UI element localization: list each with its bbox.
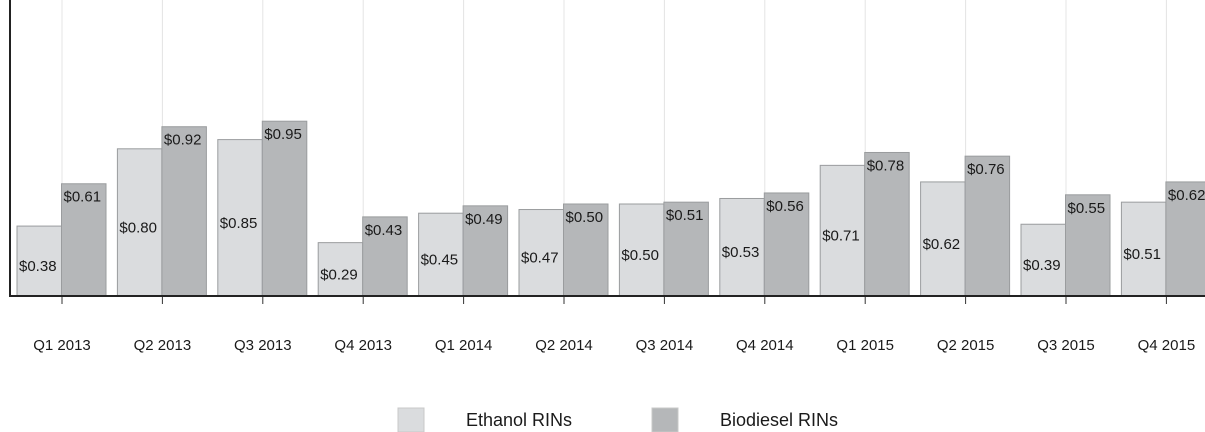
value-label: $0.51	[666, 207, 704, 224]
value-label: $0.45	[421, 252, 459, 269]
x-tick-label: Q1 2014	[435, 337, 493, 354]
value-label: $0.29	[320, 266, 358, 283]
bar	[261, 120, 308, 297]
bar	[518, 209, 564, 297]
bar	[462, 205, 509, 297]
bar	[1165, 181, 1205, 297]
x-tick-label: Q1 2013	[33, 337, 91, 354]
x-tick-label: Q1 2015	[836, 337, 894, 354]
value-label: $0.39	[1023, 257, 1061, 274]
x-tick-label: Q2 2014	[535, 337, 593, 354]
bar	[864, 151, 910, 297]
value-label: $0.62	[1168, 187, 1205, 204]
value-label: $0.53	[722, 244, 760, 261]
bar	[317, 242, 364, 297]
x-tick-label: Q2 2013	[134, 337, 192, 354]
legend-label: Biodiesel RINs	[720, 410, 838, 430]
value-label: $0.50	[566, 209, 604, 226]
value-label: $0.55	[1068, 200, 1106, 217]
value-label: $0.43	[365, 222, 403, 239]
x-tick-label: Q3 2013	[234, 337, 292, 354]
bar	[16, 225, 62, 297]
bar	[663, 201, 709, 297]
legend-swatch	[397, 407, 425, 432]
value-label: $0.47	[521, 250, 559, 267]
legend-swatch	[651, 407, 679, 432]
x-tick-label: Q4 2015	[1138, 337, 1196, 354]
value-label: $0.61	[64, 189, 102, 206]
bar	[563, 203, 609, 297]
x-tick-label: Q3 2015	[1037, 337, 1095, 354]
bar	[618, 203, 665, 297]
bar	[719, 197, 765, 297]
value-label: $0.92	[164, 132, 202, 149]
value-label: $0.49	[465, 211, 503, 228]
bar	[362, 216, 408, 297]
value-label: $0.62	[923, 236, 961, 253]
value-label: $0.71	[822, 228, 860, 245]
bar	[819, 164, 866, 297]
value-label: $0.78	[867, 157, 905, 174]
x-tick-label: Q3 2014	[636, 337, 694, 354]
value-label: $0.85	[220, 215, 258, 232]
value-label: $0.56	[766, 198, 804, 215]
x-tick-label: Q4 2014	[736, 337, 794, 354]
value-label: $0.38	[19, 258, 57, 275]
bar	[161, 126, 207, 297]
x-tick-label: Q2 2015	[937, 337, 995, 354]
value-label: $0.80	[119, 219, 157, 236]
value-label: $0.76	[967, 161, 1005, 178]
value-label: $0.95	[264, 126, 302, 143]
value-label: $0.51	[1123, 246, 1161, 263]
legend-label: Ethanol RINs	[466, 410, 572, 430]
bar	[964, 155, 1011, 297]
x-tick-label: Q4 2013	[334, 337, 392, 354]
bar	[1065, 194, 1111, 297]
bar	[61, 183, 107, 297]
value-label: $0.50	[621, 247, 659, 264]
